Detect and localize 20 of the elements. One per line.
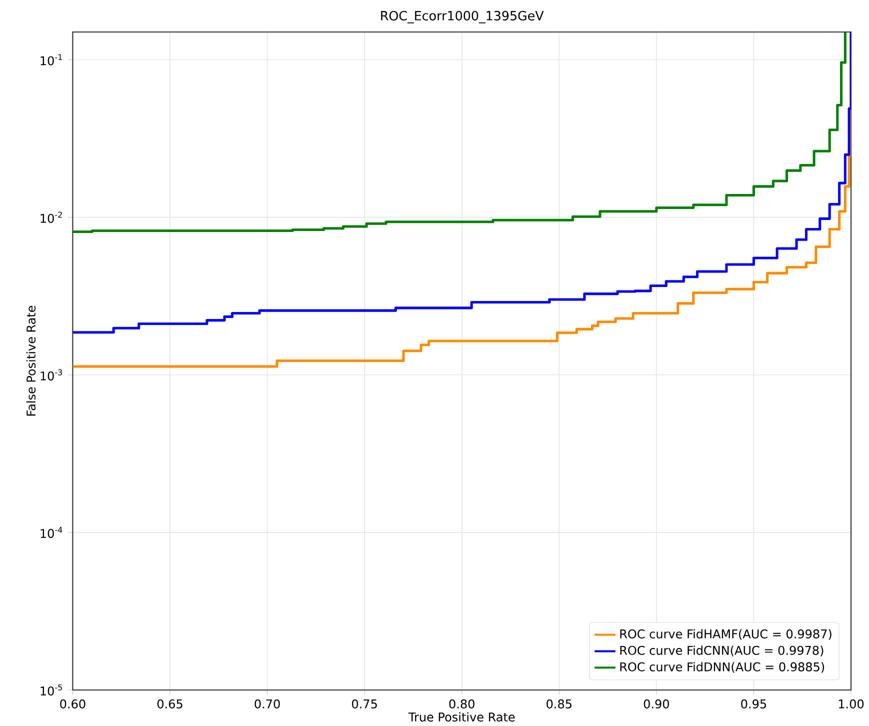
x-tick-label: 0.90 — [644, 699, 669, 708]
x-tick-label: 1.00 — [838, 699, 864, 708]
y-tick-label: 10$^{-3}$ — [40, 369, 62, 380]
y-axis-title: False Positive Rate — [26, 306, 36, 416]
y-tick-label: 10$^{-4}$ — [40, 526, 62, 538]
x-tick-label: 0.75 — [352, 699, 377, 708]
x-axis-title: True Positive Rate — [408, 712, 515, 722]
legend-label: ROC curve FidCNN(AUC = 0.9978) — [620, 646, 824, 656]
chart-title: ROC_Ecorr1000_1395GeV — [381, 10, 544, 24]
x-tick-label: 0.60 — [60, 699, 86, 708]
y-tick-label: 10$^{-2}$ — [40, 212, 62, 223]
x-tick-label: 0.85 — [546, 699, 572, 708]
x-tick-label: 0.95 — [741, 699, 766, 708]
y-tick-label: 10$^{-1}$ — [40, 54, 62, 66]
x-tick-label: 0.70 — [254, 699, 280, 708]
legend-label: ROC curve FidHAMF(AUC = 0.9987) — [620, 629, 832, 640]
y-tick-label: 10$^{-5}$ — [40, 684, 62, 696]
x-tick-label: 0.80 — [449, 699, 474, 708]
x-tick-label: 0.65 — [157, 699, 182, 708]
legend-label: ROC curve FidDNN(AUC = 0.9885) — [620, 662, 824, 673]
